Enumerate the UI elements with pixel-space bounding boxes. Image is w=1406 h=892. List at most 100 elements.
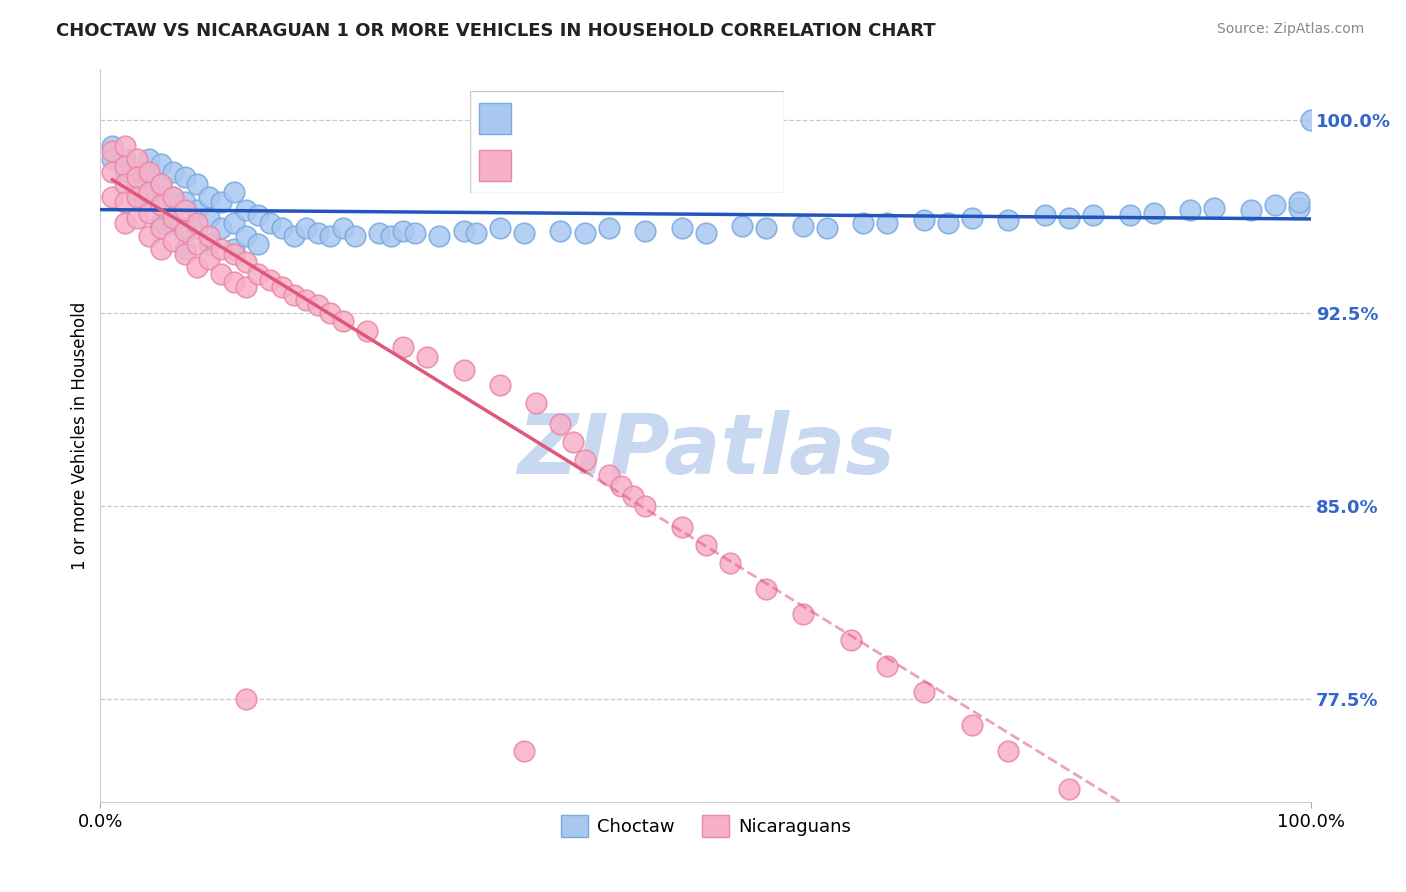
Point: [138, 185, 160, 199]
Point: [149, 198, 172, 212]
Point: [235, 203, 257, 218]
Point: [101, 164, 124, 178]
Point: [174, 247, 197, 261]
Point: [186, 203, 208, 218]
Point: [404, 227, 426, 241]
Point: [513, 227, 536, 241]
Point: [489, 378, 512, 392]
Point: [246, 268, 269, 282]
Point: [174, 203, 197, 218]
Point: [186, 260, 208, 274]
Point: [222, 242, 245, 256]
Point: [574, 453, 596, 467]
Point: [259, 272, 281, 286]
Point: [852, 216, 875, 230]
Point: [307, 227, 329, 241]
Point: [319, 228, 342, 243]
Point: [149, 178, 172, 192]
Point: [138, 169, 160, 184]
Point: [671, 221, 693, 235]
Point: [1033, 208, 1056, 222]
Point: [295, 221, 318, 235]
Point: [380, 228, 402, 243]
Point: [114, 178, 136, 192]
Point: [125, 164, 148, 178]
Point: [295, 293, 318, 308]
Point: [149, 157, 172, 171]
Point: [138, 164, 160, 178]
Point: [550, 417, 572, 431]
Point: [1301, 113, 1323, 128]
Point: [114, 216, 136, 230]
Point: [101, 144, 124, 158]
Point: [332, 221, 354, 235]
Point: [427, 228, 450, 243]
Point: [1178, 834, 1201, 848]
Point: [815, 221, 838, 235]
Point: [524, 396, 547, 410]
Point: [222, 247, 245, 261]
Point: [997, 213, 1019, 227]
Point: [149, 178, 172, 192]
Point: [101, 190, 124, 204]
Point: [997, 744, 1019, 758]
Point: [912, 213, 935, 227]
Point: [125, 152, 148, 166]
Point: [792, 219, 814, 233]
Point: [209, 268, 232, 282]
Point: [610, 478, 633, 492]
Point: [198, 190, 221, 204]
Point: [186, 216, 208, 230]
Point: [235, 280, 257, 294]
Point: [561, 434, 583, 449]
Point: [695, 538, 717, 552]
Text: ZIPatlas: ZIPatlas: [517, 409, 894, 491]
Point: [1118, 808, 1140, 822]
Point: [209, 221, 232, 235]
Point: [695, 227, 717, 241]
Point: [960, 211, 983, 225]
Text: Source: ZipAtlas.com: Source: ZipAtlas.com: [1216, 22, 1364, 37]
Point: [621, 489, 644, 503]
Point: [174, 169, 197, 184]
Point: [222, 185, 245, 199]
Point: [125, 178, 148, 192]
Point: [101, 152, 124, 166]
Text: CHOCTAW VS NICARAGUAN 1 OR MORE VEHICLES IN HOUSEHOLD CORRELATION CHART: CHOCTAW VS NICARAGUAN 1 OR MORE VEHICLES…: [56, 22, 936, 40]
Point: [186, 178, 208, 192]
Point: [1057, 782, 1080, 797]
Point: [101, 138, 124, 153]
Point: [1204, 201, 1226, 215]
Point: [235, 254, 257, 268]
Point: [792, 607, 814, 622]
Point: [718, 556, 741, 570]
Point: [149, 195, 172, 210]
Point: [186, 221, 208, 235]
Point: [174, 195, 197, 210]
Point: [174, 224, 197, 238]
Point: [839, 633, 862, 648]
Point: [222, 216, 245, 230]
Point: [464, 227, 486, 241]
Point: [513, 744, 536, 758]
Point: [876, 658, 898, 673]
Point: [246, 236, 269, 251]
Point: [162, 190, 184, 204]
Point: [960, 718, 983, 732]
Point: [283, 228, 305, 243]
Point: [114, 164, 136, 178]
Point: [912, 684, 935, 698]
Legend: Choctaw, Nicaraguans: Choctaw, Nicaraguans: [554, 808, 858, 845]
Point: [209, 242, 232, 256]
Point: [235, 228, 257, 243]
Point: [114, 159, 136, 173]
Point: [598, 221, 620, 235]
Point: [1178, 203, 1201, 218]
Point: [271, 221, 294, 235]
Point: [634, 224, 657, 238]
Point: [138, 205, 160, 219]
Point: [1264, 198, 1286, 212]
Point: [125, 190, 148, 204]
Point: [416, 350, 439, 364]
Point: [1143, 205, 1166, 219]
